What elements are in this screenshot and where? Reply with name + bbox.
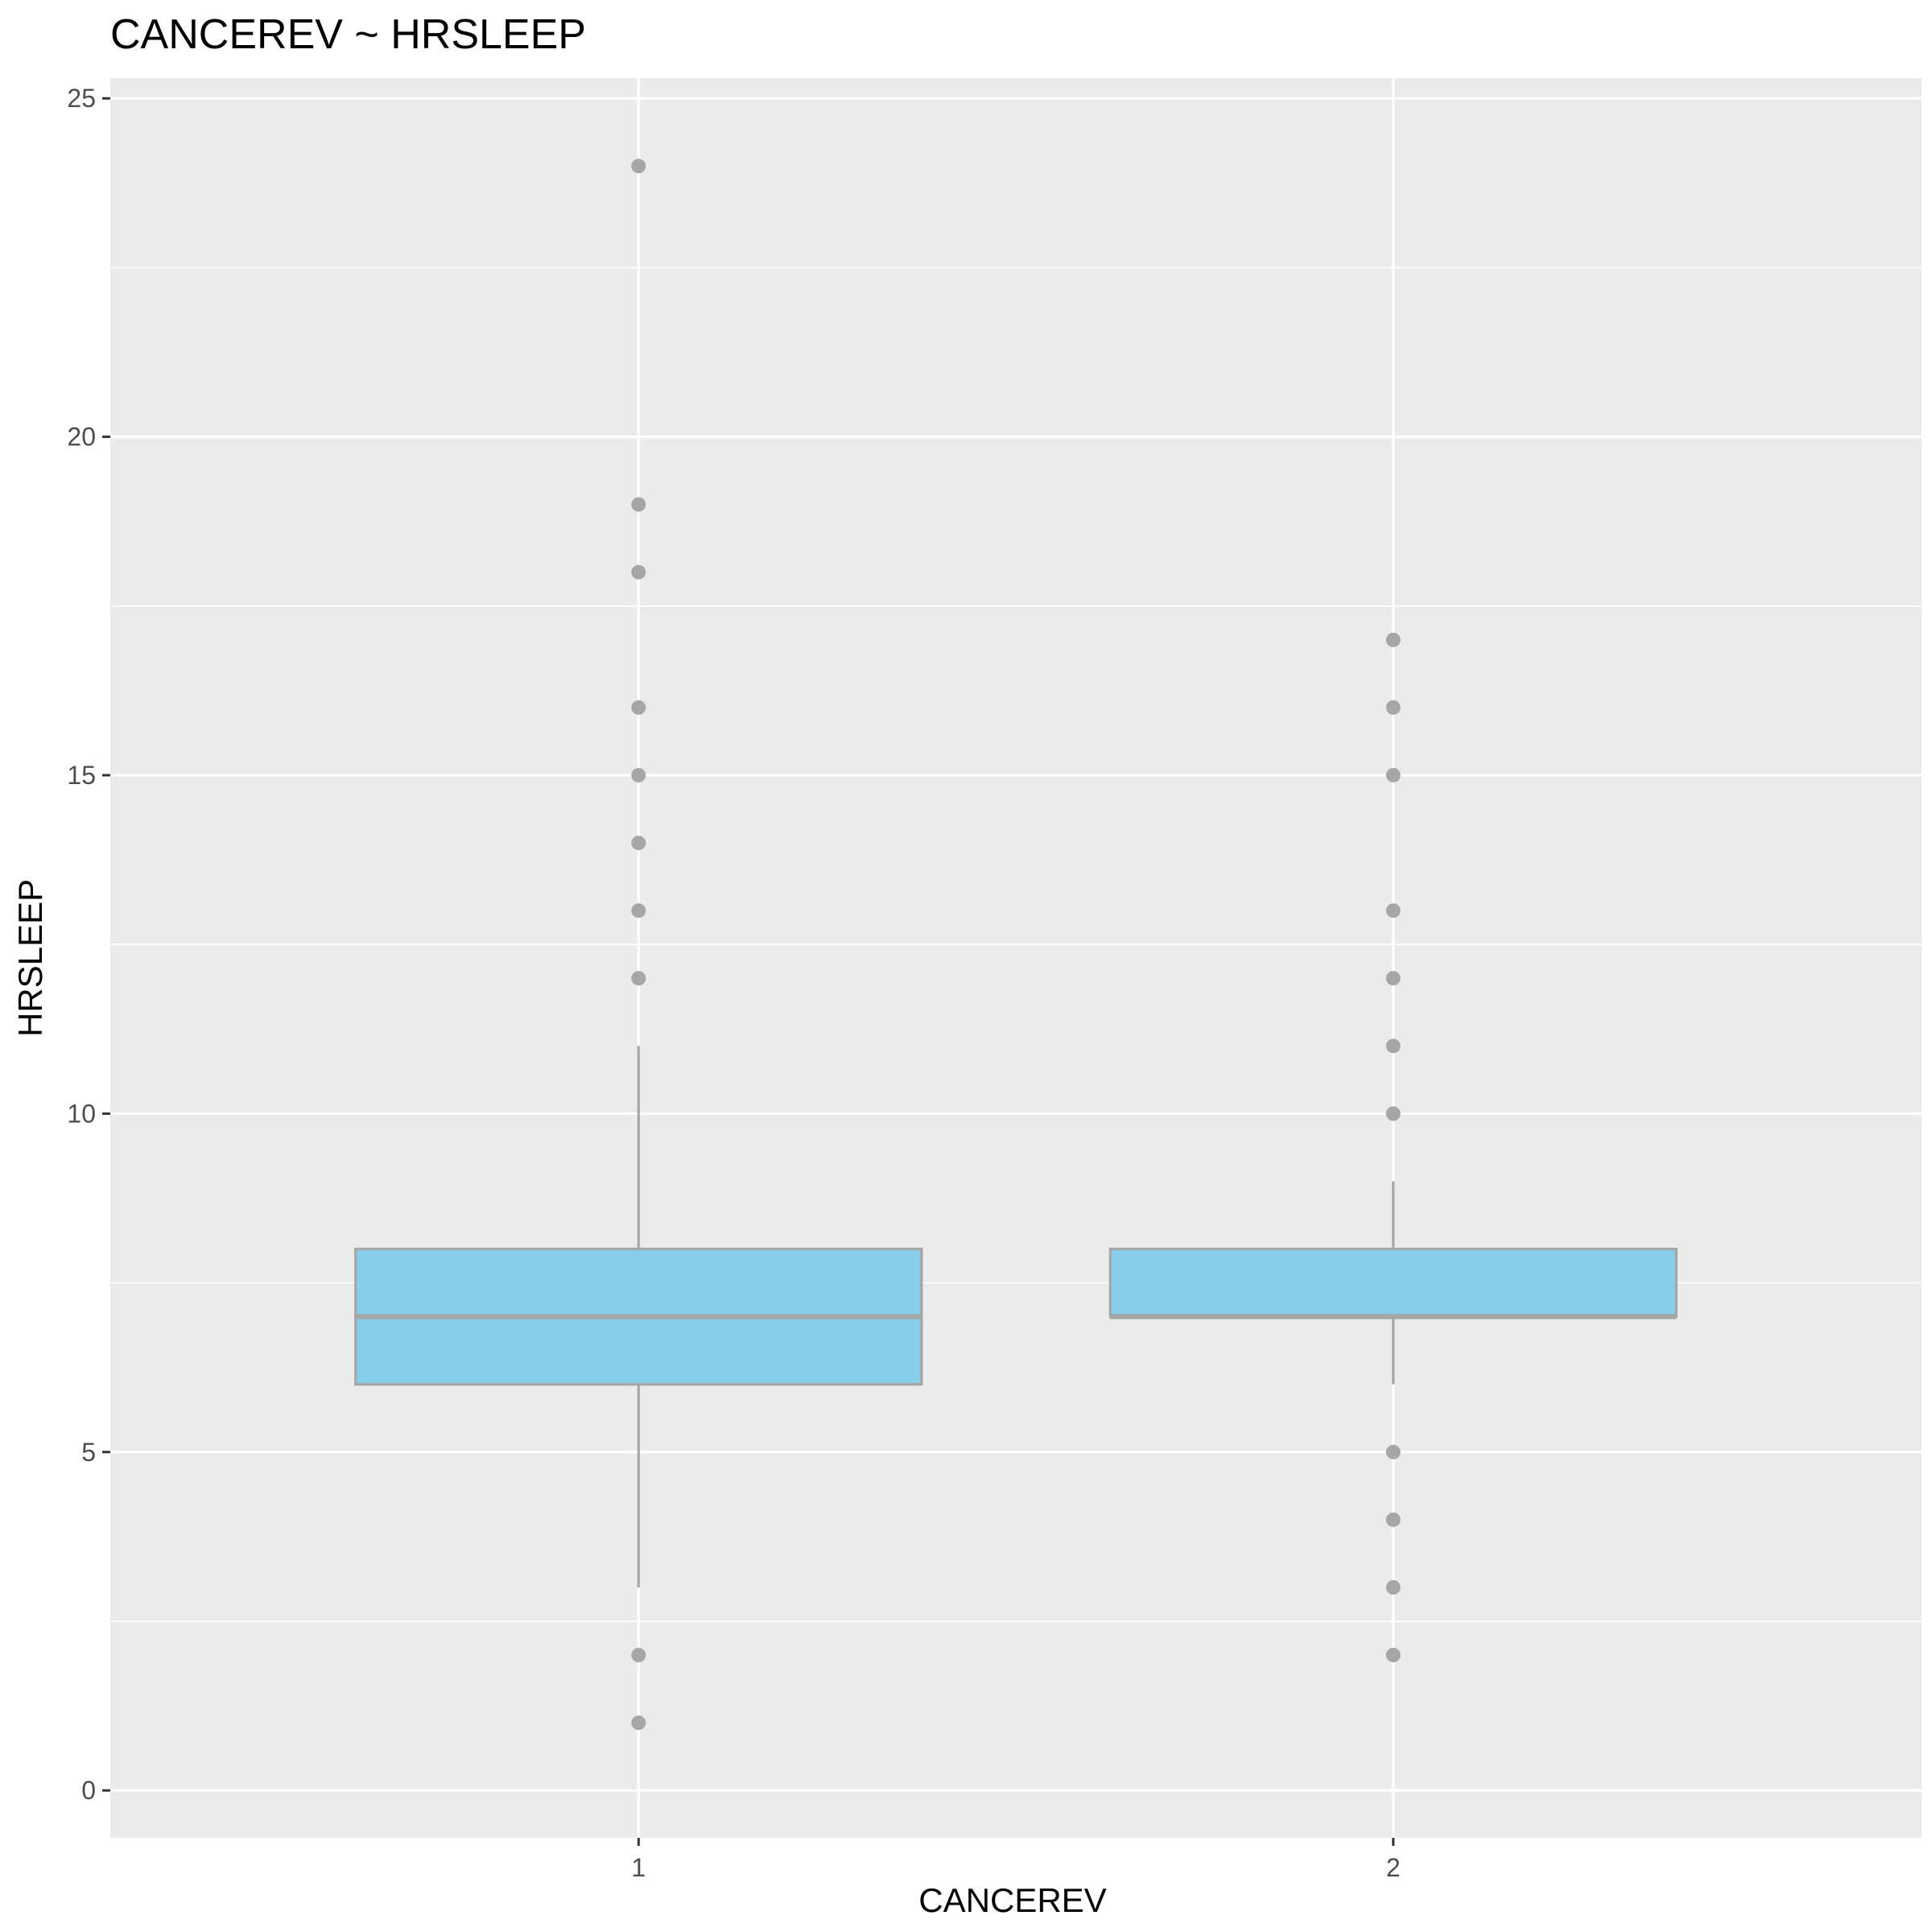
outlier-point bbox=[631, 903, 646, 919]
box-group-1 bbox=[354, 159, 923, 1731]
grid-major bbox=[110, 78, 1922, 1838]
plot-panel bbox=[110, 78, 1922, 1838]
y-tick-label: 5 bbox=[81, 1438, 96, 1467]
outlier-point bbox=[1385, 903, 1401, 919]
y-tick-label: 20 bbox=[67, 423, 96, 452]
y-tick-label: 15 bbox=[67, 761, 96, 790]
box-iqr bbox=[1108, 1247, 1678, 1319]
outlier-point bbox=[631, 1715, 646, 1731]
outlier-point bbox=[631, 767, 646, 782]
outlier-point bbox=[1385, 1647, 1401, 1662]
y-tick-label: 10 bbox=[67, 1099, 96, 1128]
y-tick-label: 25 bbox=[67, 84, 96, 113]
y-tick-label: 0 bbox=[81, 1776, 96, 1805]
box-group-2 bbox=[1108, 632, 1678, 1662]
outlier-point bbox=[631, 700, 646, 715]
y-axis-title: HRSLEEP bbox=[11, 879, 49, 1037]
box-series bbox=[354, 159, 1678, 1731]
outlier-point bbox=[631, 836, 646, 851]
x-tick-label: 2 bbox=[1386, 1853, 1401, 1882]
outlier-point bbox=[1385, 1579, 1401, 1595]
chart-title: CANCEREV ~ HRSLEEP bbox=[110, 11, 586, 58]
outlier-point bbox=[1385, 767, 1401, 782]
outlier-point bbox=[1385, 1512, 1401, 1527]
x-tick-label: 1 bbox=[631, 1853, 646, 1882]
outlier-point bbox=[1385, 700, 1401, 715]
outlier-point bbox=[1385, 1038, 1401, 1054]
x-axis-title: CANCEREV bbox=[919, 1881, 1106, 1919]
outlier-point bbox=[631, 497, 646, 512]
outlier-point bbox=[631, 159, 646, 174]
outlier-point bbox=[1385, 632, 1401, 647]
outlier-point bbox=[631, 564, 646, 580]
outlier-point bbox=[631, 971, 646, 986]
outlier-point bbox=[631, 1647, 646, 1662]
outlier-point bbox=[1385, 1444, 1401, 1459]
outlier-point bbox=[1385, 1106, 1401, 1121]
y-axis: 0 5 10 15 20 25 bbox=[67, 84, 110, 1805]
outlier-point bbox=[1385, 971, 1401, 986]
